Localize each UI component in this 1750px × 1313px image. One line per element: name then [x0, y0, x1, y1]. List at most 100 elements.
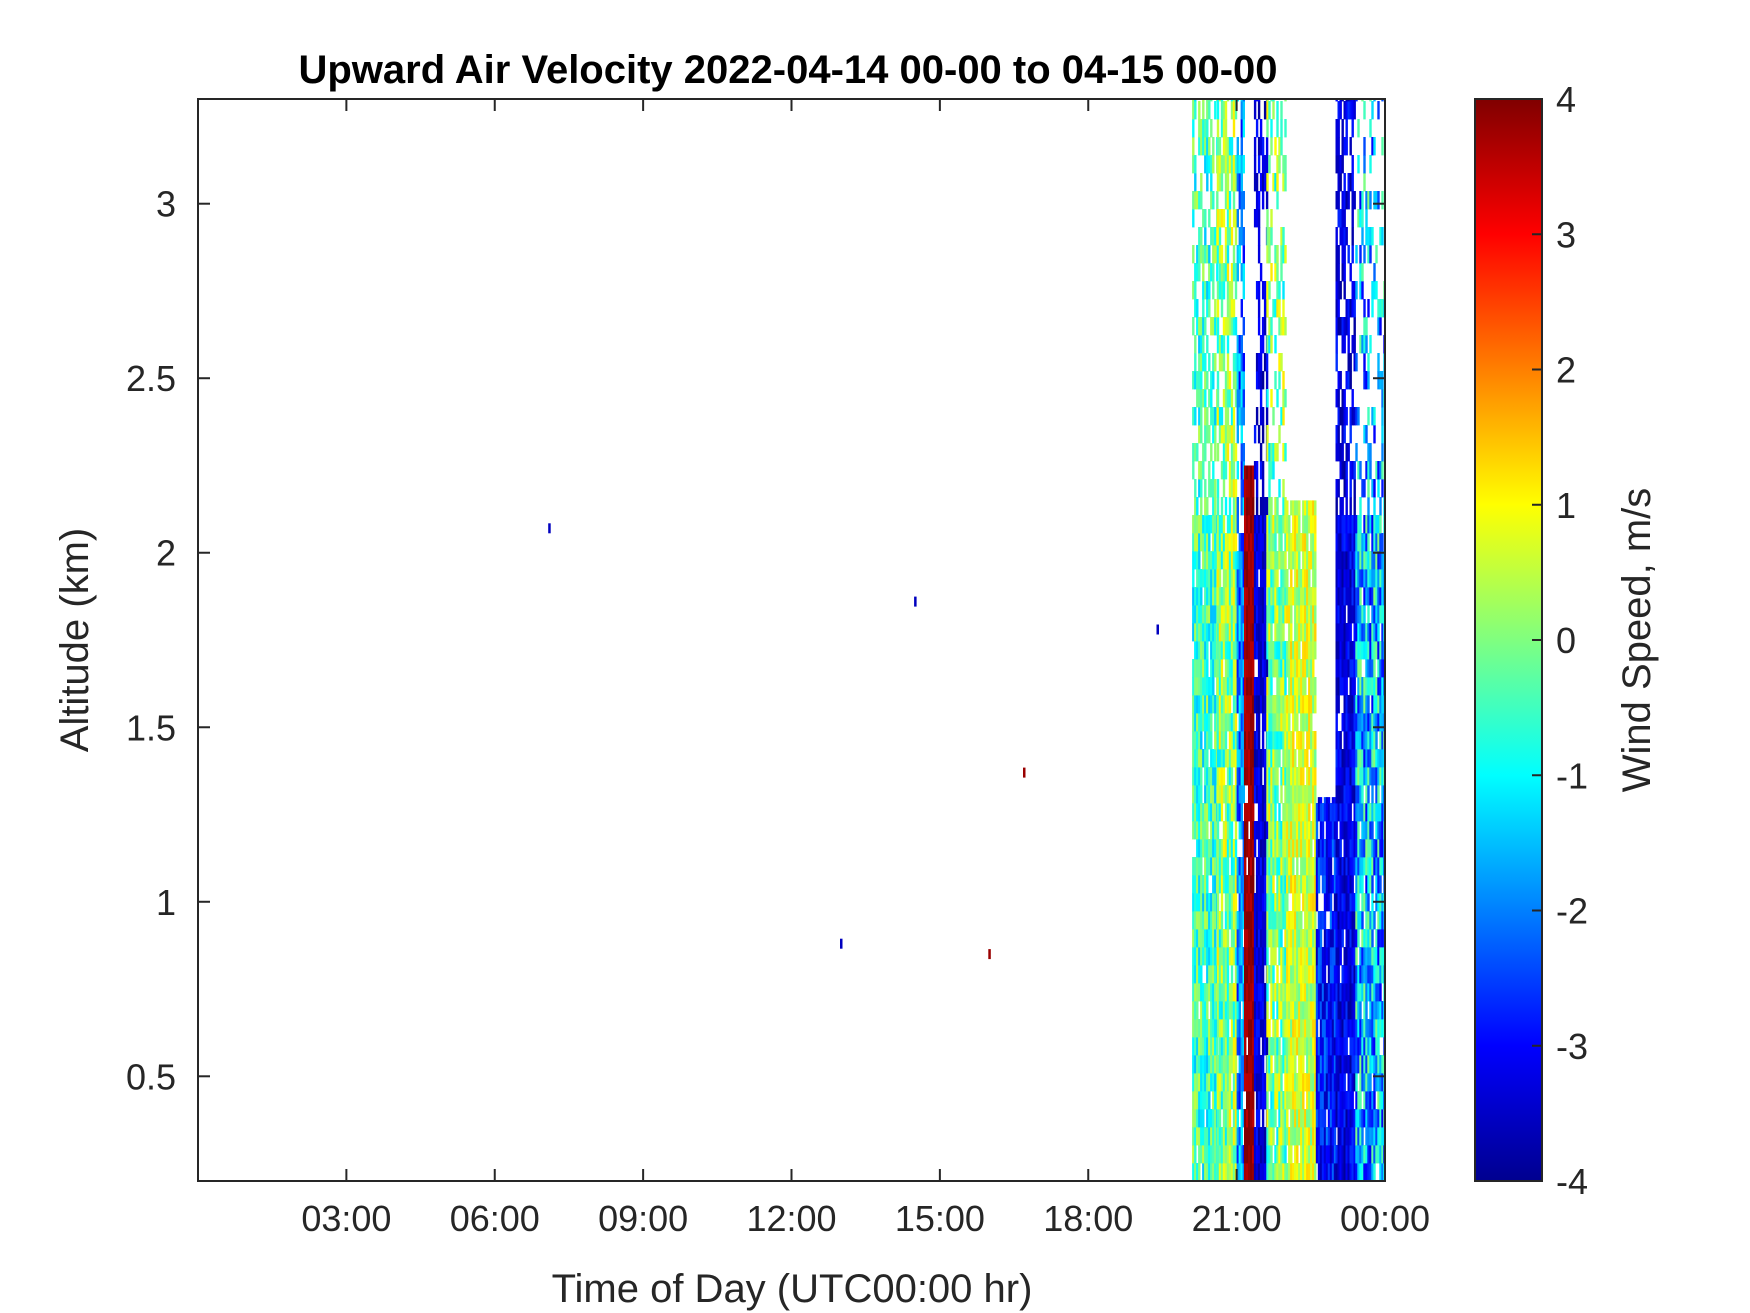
heatmap-cell: [1367, 407, 1370, 426]
heatmap-cell: [1234, 695, 1238, 714]
heatmap-cell: [1337, 587, 1340, 606]
heatmap-cell: [1298, 731, 1301, 750]
heatmap-cell: [1252, 1073, 1255, 1092]
heatmap-cell: [1298, 983, 1301, 1002]
heatmap-cell: [1341, 245, 1344, 264]
heatmap-cell: [1357, 623, 1360, 642]
heatmap-cell: [1252, 1091, 1255, 1110]
heatmap-cell: [1228, 659, 1232, 678]
heatmap-cell: [1345, 659, 1348, 678]
heatmap-cell: [1337, 623, 1340, 642]
heatmap-cell: [1230, 173, 1234, 192]
heatmap-cell: [1365, 767, 1368, 786]
heatmap-cell: [1363, 695, 1366, 714]
heatmap-cell: [1361, 731, 1364, 750]
heatmap-cell: [1266, 677, 1269, 696]
heatmap-cell: [1250, 497, 1253, 516]
heatmap-cell: [1341, 137, 1344, 156]
heatmap-cell: [1335, 821, 1338, 840]
heatmap-cell: [1208, 965, 1211, 984]
heatmap-cell: [1312, 623, 1315, 642]
heatmap-cell: [1214, 587, 1217, 606]
heatmap-cell: [1210, 1037, 1213, 1056]
heatmap-cell: [1222, 101, 1226, 120]
heatmap-cell: [1274, 1019, 1277, 1038]
heatmap-cell: [1222, 857, 1226, 876]
heatmap-cell: [1250, 479, 1253, 498]
heatmap-cell: [1248, 749, 1251, 768]
heatmap-cell: [1230, 101, 1234, 120]
heatmap-cell: [1192, 371, 1195, 390]
heatmap-cell: [1381, 1127, 1384, 1146]
heatmap-cell: [1308, 785, 1311, 804]
heatmap-cell: [1343, 821, 1346, 840]
heatmap-cell: [1343, 965, 1346, 984]
heatmap-cell: [1343, 695, 1346, 714]
heatmap-cell: [1363, 335, 1366, 354]
heatmap-cell: [1252, 551, 1255, 570]
heatmap-cell: [1284, 1091, 1287, 1110]
heatmap-cell: [1294, 587, 1297, 606]
heatmap-cell: [1327, 1127, 1331, 1146]
heatmap-cell: [1208, 245, 1211, 264]
heatmap-cell: [1246, 929, 1249, 948]
heatmap-cell: [1343, 767, 1346, 786]
heatmap-cell: [1381, 731, 1384, 750]
heatmap-cell: [1359, 857, 1362, 876]
heatmap-cell: [1232, 875, 1236, 894]
heatmap-cell: [1323, 1109, 1327, 1128]
heatmap-cell: [1228, 227, 1232, 246]
heatmap-cell: [1274, 929, 1277, 948]
heatmap-cell: [1306, 731, 1309, 750]
heatmap-cell: [1257, 695, 1261, 714]
heatmap-cell: [1220, 749, 1224, 768]
heatmap-cell: [1276, 965, 1279, 984]
heatmap-cell: [1192, 767, 1195, 786]
heatmap-cell: [1377, 767, 1380, 786]
colorbar-tick-label: 3: [1556, 214, 1576, 255]
heatmap-cell: [1268, 461, 1271, 480]
heatmap-cell: [1331, 1145, 1335, 1164]
heatmap-cell: [1192, 875, 1195, 894]
heatmap-cell: [1288, 1127, 1291, 1146]
heatmap-cell: [1238, 929, 1241, 948]
heatmap-cell: [1222, 1019, 1226, 1038]
heatmap-data: [1192, 99, 1386, 1182]
heatmap-cell: [1308, 659, 1311, 678]
heatmap-cell: [1375, 623, 1378, 642]
heatmap-cell: [1363, 533, 1366, 552]
heatmap-cell: [1375, 245, 1378, 264]
heatmap-cell: [1220, 785, 1224, 804]
heatmap-cell: [1208, 101, 1211, 120]
heatmap-cell: [1306, 983, 1309, 1002]
heatmap-cell: [1250, 929, 1253, 948]
heatmap-cell: [1371, 1055, 1374, 1074]
heatmap-cell: [1232, 1163, 1236, 1182]
heatmap-cell: [1234, 749, 1238, 768]
heatmap-cell: [1261, 803, 1265, 822]
heatmap-cell: [1308, 515, 1311, 534]
heatmap-cell: [1306, 1127, 1309, 1146]
heatmap-cell: [1224, 821, 1228, 840]
heatmap-cell: [1373, 947, 1376, 966]
heatmap-cell: [1232, 1127, 1236, 1146]
heatmap-cell: [1236, 1091, 1239, 1110]
heatmap-cell: [1302, 515, 1305, 534]
heatmap-cell: [1192, 1109, 1195, 1128]
heatmap-cell: [1302, 623, 1305, 642]
heatmap-cell: [1202, 317, 1205, 336]
heatmap-cell: [1268, 695, 1271, 714]
heatmap-cell: [1198, 533, 1201, 552]
heatmap-cell: [1240, 353, 1243, 372]
heatmap-cell: [1377, 551, 1380, 570]
heatmap-cell: [1369, 551, 1372, 570]
heatmap-cell: [1253, 839, 1257, 858]
heatmap-cell: [1206, 983, 1209, 1002]
heatmap-cell: [1210, 227, 1213, 246]
heatmap-cell: [1349, 677, 1352, 696]
heatmap-cell: [1300, 1091, 1303, 1110]
heatmap-cell: [1312, 1163, 1315, 1182]
heatmap-cell: [1375, 857, 1378, 876]
heatmap-cell: [1347, 623, 1350, 642]
heatmap-cell: [1363, 731, 1366, 750]
